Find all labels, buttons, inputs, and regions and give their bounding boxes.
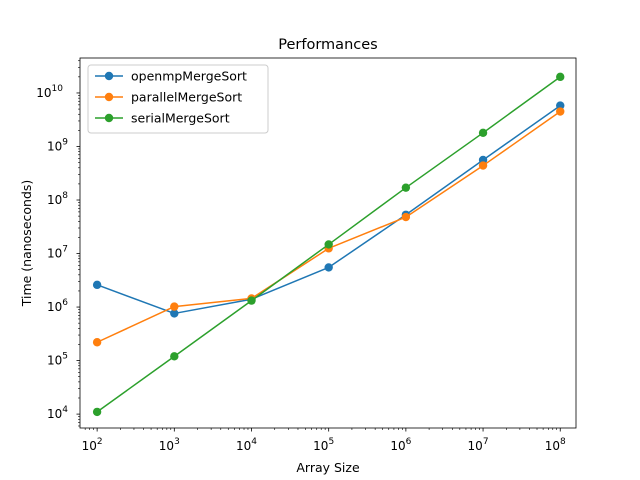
y-tick-label-base: 10 [47,300,62,314]
x-tick-label-base: 10 [545,439,560,453]
data-point [92,407,102,417]
y-tick-label-base: 10 [47,247,62,261]
data-point [478,161,488,170]
y-tick-label-exponent: 7 [62,245,68,255]
data-point [401,183,411,192]
y-tick-label: 107 [47,245,68,261]
series-serialMergeSort [92,72,565,417]
y-tick-label: 106 [47,298,68,314]
x-tick-label-exponent: 3 [174,437,180,447]
legend: openmpMergeSort parallelMergeSort serialMe… [87,64,269,134]
y-tick-label-exponent: 5 [62,352,68,362]
legend-swatch-marker [104,92,114,102]
data-point [556,107,565,116]
y-tick-label-base: 10 [36,86,51,100]
legend-swatch-marker [104,113,114,123]
legend-item: openmpMergeSort [95,69,247,84]
x-tick-label-exponent: 5 [328,437,334,447]
y-tick-label-exponent: 9 [62,137,68,147]
x-tick-label-exponent: 4 [251,437,257,447]
x-tick-label-base: 10 [468,439,483,453]
data-point [170,302,179,311]
data-point [92,338,102,347]
x-tick-label: 107 [468,437,489,453]
data-point [324,240,333,249]
x-tick-label-exponent: 8 [560,437,566,447]
legend-label: openmpMergeSort [131,69,247,84]
data-point [556,72,565,82]
y-tick-label-exponent: 10 [52,84,64,94]
x-tick-label-base: 10 [313,439,328,453]
x-tick-label: 106 [390,437,411,453]
x-tick-label: 102 [82,437,103,453]
legend-swatch-marker [104,71,114,81]
y-tick-label-base: 10 [47,193,62,207]
y-axis-label: Time (nanoseconds) [19,180,34,308]
y-tick-label-base: 10 [47,407,62,421]
y-tick-label-base: 10 [47,354,62,368]
y-tick-label: 105 [47,352,68,368]
chart-title: Performances [278,37,377,53]
x-tick-label-exponent: 7 [483,437,489,447]
legend-item: serialMergeSort [95,111,230,126]
y-tick-label: 1010 [36,84,63,100]
x-tick-label-base: 10 [82,439,97,453]
x-axis-ticks: 102 103 104 105 106 107 108 [82,428,566,453]
x-tick-label-base: 10 [390,439,405,453]
legend-item: parallelMergeSort [95,90,242,105]
legend-label: parallelMergeSort [131,90,242,105]
x-tick-label: 103 [159,437,180,453]
y-tick-label: 104 [47,405,68,421]
legend-frame [87,64,269,134]
data-point [170,352,179,361]
x-tick-label-base: 10 [159,439,174,453]
data-point [324,263,333,272]
y-tick-label-exponent: 6 [62,298,68,308]
data-point [401,212,411,222]
y-tick-label-exponent: 4 [62,405,68,415]
plot-series [92,72,565,417]
x-tick-label: 108 [545,437,566,453]
legend-label: serialMergeSort [131,111,230,126]
data-point [92,280,102,290]
data-point [247,296,256,305]
data-point [478,128,488,138]
y-tick-label-exponent: 8 [62,191,68,201]
x-tick-label: 105 [313,437,334,453]
y-tick-label: 109 [47,137,68,153]
y-tick-label: 108 [47,191,68,207]
x-tick-label-exponent: 2 [97,437,103,447]
plot-frame [79,57,577,429]
data-point [556,101,565,110]
x-tick-label: 104 [236,437,257,453]
x-tick-label-base: 10 [236,439,251,453]
x-axis-label: Array Size [296,460,360,475]
y-tick-label-base: 10 [47,139,62,153]
x-tick-label-exponent: 6 [406,437,412,447]
data-point [170,309,179,318]
